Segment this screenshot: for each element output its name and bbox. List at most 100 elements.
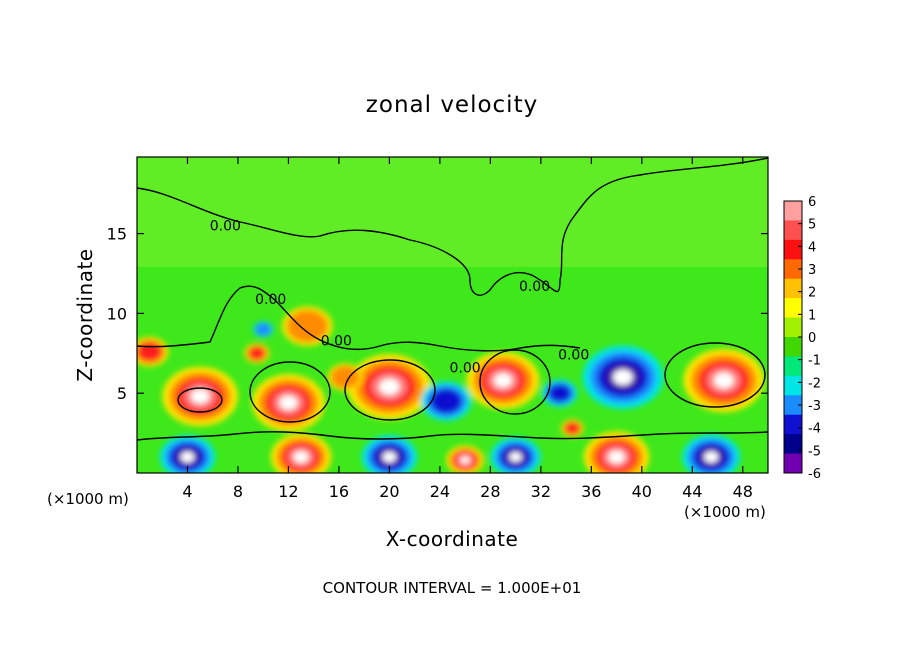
colorbar-tick-label: 1: [808, 308, 816, 323]
plot-area: 0.00 0.00 0.00 0.00 0.00 0.00: [137, 157, 768, 473]
velocity-cell: [446, 445, 485, 473]
velocity-cell: [420, 381, 472, 421]
velocity-cell-ring: [509, 452, 522, 462]
colorbar: 6 5 4 3 2 1 0 -1 -2 -3 -4 -5 -6: [783, 195, 821, 482]
colorbar-swatch: [784, 201, 802, 221]
velocity-cell: [682, 434, 741, 473]
contour-zero-lower: [137, 431, 768, 441]
contour-cell-c: [479, 349, 551, 415]
velocity-cell-ring: [379, 378, 400, 395]
colorbar-swatch: [784, 220, 802, 241]
colorbar-tick-label: -1: [808, 354, 821, 369]
colorbar-swatch: [784, 356, 802, 377]
velocity-cell: [137, 336, 169, 367]
velocity-cell-ring: [382, 451, 397, 463]
x-tick-label: 16: [329, 482, 349, 501]
velocity-cell-ring: [330, 366, 360, 389]
velocity-cell-ring: [293, 451, 309, 463]
colorbar-tick-label: -5: [808, 444, 821, 459]
colorbar-tick-label: 3: [808, 263, 816, 278]
contour-cell-a: [177, 387, 223, 413]
velocity-cell: [282, 306, 333, 346]
colorbar-tick-label: 5: [808, 218, 816, 233]
y-tick-label: 10: [107, 304, 127, 323]
x-unit-right: (×1000 m): [684, 503, 766, 521]
velocity-cell-ring: [255, 322, 272, 336]
colorbar-tick-label: 2: [808, 286, 816, 301]
velocity-cell: [244, 343, 270, 364]
velocity-cells: [137, 306, 765, 473]
contour-cell-d: [664, 342, 766, 408]
contour-label: 0.00: [519, 279, 550, 295]
x-tick-label: 28: [480, 482, 500, 501]
colorbar-swatch: [784, 278, 802, 299]
colorbar-swatch: [784, 414, 802, 435]
x-tick-label: 48: [733, 482, 753, 501]
x-tick-label: 8: [233, 482, 243, 501]
velocity-cell: [361, 435, 418, 473]
contour-label: 0.00: [558, 348, 589, 364]
chart-title: zonal velocity: [366, 92, 538, 118]
contour-zero-upper: [137, 157, 768, 296]
colorbar-swatch: [784, 434, 802, 455]
colorbar-swatch: [784, 298, 802, 319]
velocity-cell: [582, 345, 664, 409]
x-tick-label: 36: [581, 482, 601, 501]
velocity-cell-ring: [279, 395, 298, 410]
contour-cell-b: [344, 359, 436, 421]
x-tick-label: 44: [682, 482, 702, 501]
y-axis-label: Z-coordinate: [73, 248, 97, 381]
velocity-cell: [251, 374, 326, 432]
contour-label: 0.00: [450, 360, 481, 376]
velocity-cell-ring: [713, 372, 734, 389]
velocity-cell: [162, 366, 238, 427]
velocity-cell-ring: [565, 422, 580, 434]
velocity-cell: [270, 433, 332, 473]
velocity-cell-ring: [612, 369, 633, 386]
x-tick-label: 20: [379, 482, 399, 501]
y-tick-label: 15: [107, 225, 127, 244]
colorbar-tick-label: -3: [808, 399, 821, 414]
colorbar-swatch: [784, 375, 802, 396]
x-tick-label: 40: [632, 482, 652, 501]
contour-label: 0.00: [210, 218, 241, 234]
velocity-cell-ring: [704, 451, 719, 463]
x-tick-label: 12: [278, 482, 298, 501]
y-axis: 5 10 15: [107, 225, 768, 403]
contour-lines: [137, 157, 768, 441]
colorbar-tick-label: -2: [808, 376, 821, 391]
velocity-cell-ring: [460, 456, 470, 464]
colorbar-tick-label: 0: [808, 331, 816, 346]
colorbar-swatch: [784, 239, 802, 260]
colorbar-tick-label: 6: [808, 195, 816, 210]
colorbar-swatch: [784, 453, 802, 474]
velocity-cell-ring: [180, 451, 195, 463]
colorbar-swatch: [784, 337, 802, 357]
velocity-cell-ring: [494, 373, 512, 388]
velocity-cell-ring: [190, 389, 210, 404]
y-tick-label: 5: [117, 384, 127, 403]
x-tick-label: 24: [430, 482, 450, 501]
velocity-cell-ring: [286, 310, 328, 343]
velocity-cell: [253, 321, 274, 338]
velocity-cell: [683, 348, 765, 413]
x-unit-left: (×1000 m): [47, 490, 129, 508]
contour-interval-note: CONTOUR INTERVAL = 1.000E+01: [323, 579, 582, 597]
contour-cell-e: [249, 361, 331, 423]
velocity-cell-ring: [430, 388, 462, 414]
velocity-cell-ring: [137, 342, 162, 361]
colorbar-swatch: [784, 317, 802, 338]
x-axis-label: X-coordinate: [386, 527, 519, 551]
x-axis: 4 8 12 16 20 24 28 32 36 40 44 48: [182, 157, 753, 501]
colorbar-swatch: [784, 395, 802, 416]
velocity-cell-ring: [548, 384, 571, 402]
velocity-cell-ring: [249, 347, 265, 360]
x-tick-label: 4: [182, 482, 192, 501]
velocity-cell-ring: [608, 450, 625, 464]
velocity-cell: [542, 379, 578, 408]
velocity-cell: [347, 354, 432, 420]
velocity-cell: [583, 431, 650, 473]
x-tick-label: 32: [531, 482, 551, 501]
plot-frame: [136, 156, 769, 474]
